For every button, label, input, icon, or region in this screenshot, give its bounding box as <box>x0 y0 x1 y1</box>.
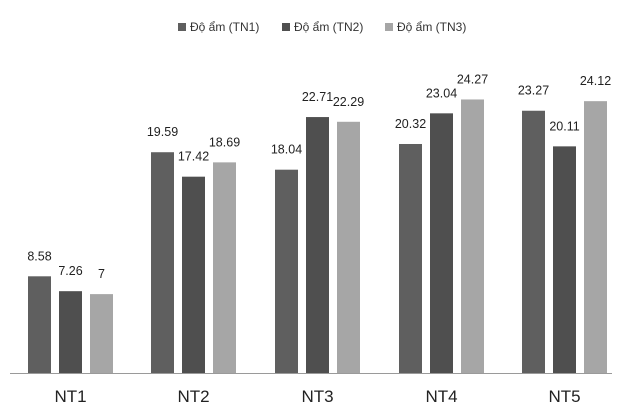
bar-nt5-tn2 <box>553 146 576 373</box>
legend-label-tn3: Độ ẩm (TN3) <box>397 20 466 34</box>
value-label-nt5-tn2: 20.11 <box>549 119 579 133</box>
legend-swatch-tn3 <box>385 23 393 31</box>
value-label-nt2-tn3: 18.69 <box>209 135 240 149</box>
value-label-nt2-tn1: 19.59 <box>147 125 178 139</box>
value-label-nt4-tn3: 24.27 <box>457 72 488 86</box>
bar-nt1-tn1 <box>28 276 51 373</box>
bar-nt1-tn3 <box>90 294 113 373</box>
legend-label-tn1: Độ ẩm (TN1) <box>190 20 259 34</box>
value-label-nt5-tn1: 23.27 <box>518 84 549 98</box>
value-label-nt1-tn1: 8.58 <box>27 249 51 263</box>
value-label-nt1-tn3: 7 <box>98 267 105 281</box>
bar-nt3-tn3 <box>337 121 360 373</box>
legend-label-tn2: Độ ẩm (TN2) <box>294 20 363 34</box>
bar-nt2-tn1 <box>151 152 174 373</box>
bar-nt4-tn2 <box>430 113 453 373</box>
bar-nt5-tn1 <box>522 110 545 373</box>
legend-swatch-tn2 <box>282 23 290 31</box>
bar-nt5-tn3 <box>584 101 607 373</box>
value-label-nt3-tn2: 22.71 <box>302 90 333 104</box>
value-label-nt5-tn3: 24.12 <box>580 74 611 88</box>
category-label-nt4: NT4 <box>425 387 457 406</box>
bar-nt2-tn2 <box>182 176 205 373</box>
category-label-nt3: NT3 <box>301 387 333 406</box>
bars-group <box>28 99 607 374</box>
bar-nt3-tn2 <box>306 117 329 374</box>
value-label-nt4-tn2: 23.04 <box>426 86 457 100</box>
value-label-nt3-tn3: 22.29 <box>333 95 364 109</box>
value-label-nt3-tn1: 18.04 <box>271 143 302 157</box>
category-label-nt1: NT1 <box>54 387 86 406</box>
category-label-nt5: NT5 <box>548 387 580 406</box>
category-label-nt2: NT2 <box>177 387 209 406</box>
bar-nt3-tn1 <box>275 169 298 373</box>
bar-nt4-tn3 <box>461 99 484 373</box>
category-labels-group: NT1 NT2 NT3 NT4 NT5 <box>54 387 580 406</box>
legend: Độ ẩm (TN1) Độ ẩm (TN2) Độ ẩm (TN3) <box>178 20 466 34</box>
value-label-nt2-tn2: 17.42 <box>178 150 209 164</box>
legend-swatch-tn1 <box>178 23 186 31</box>
bar-nt4-tn1 <box>399 143 422 373</box>
value-label-nt1-tn2: 7.26 <box>58 264 82 278</box>
bar-nt2-tn3 <box>213 162 236 373</box>
bar-nt1-tn2 <box>59 291 82 373</box>
value-label-nt4-tn1: 20.32 <box>395 117 426 131</box>
